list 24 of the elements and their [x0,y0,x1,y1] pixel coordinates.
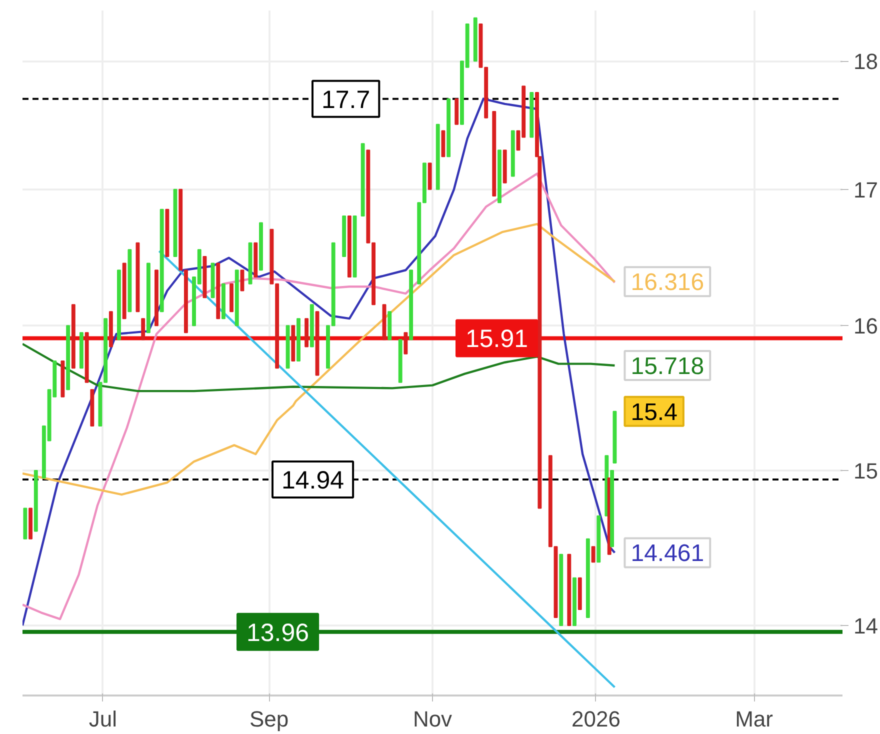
candlestick [404,332,408,354]
annotation: 14.461 [630,540,704,568]
line-series [22,222,616,496]
y-tick-label: 17 [854,177,878,202]
y-tick-label: 18 [854,49,878,74]
y-tick-label: 14 [854,613,878,638]
x-tick-label: 2026 [571,706,620,732]
x-tick-label: Sep [249,706,289,732]
y-tick-label: 16 [854,314,878,339]
ref-line-label: 14.94 [282,466,344,495]
x-tick-label: Mar [735,706,774,732]
annotation: 16.316 [630,269,704,296]
annotation: 15.4 [630,398,678,426]
ref-line-label: 17.7 [322,86,370,114]
candlestick [141,318,146,340]
x-tick-label: Jul [88,706,117,732]
y-tick-label: 15 [854,458,878,484]
ref-line-label: 13.96 [246,618,310,647]
x-tick-label: Nov [412,706,452,732]
candlestick [240,270,244,292]
ref-line-label: 15.91 [466,325,528,354]
candlestick [591,546,596,563]
annotation: 15.718 [630,353,704,380]
line-series [22,172,616,620]
